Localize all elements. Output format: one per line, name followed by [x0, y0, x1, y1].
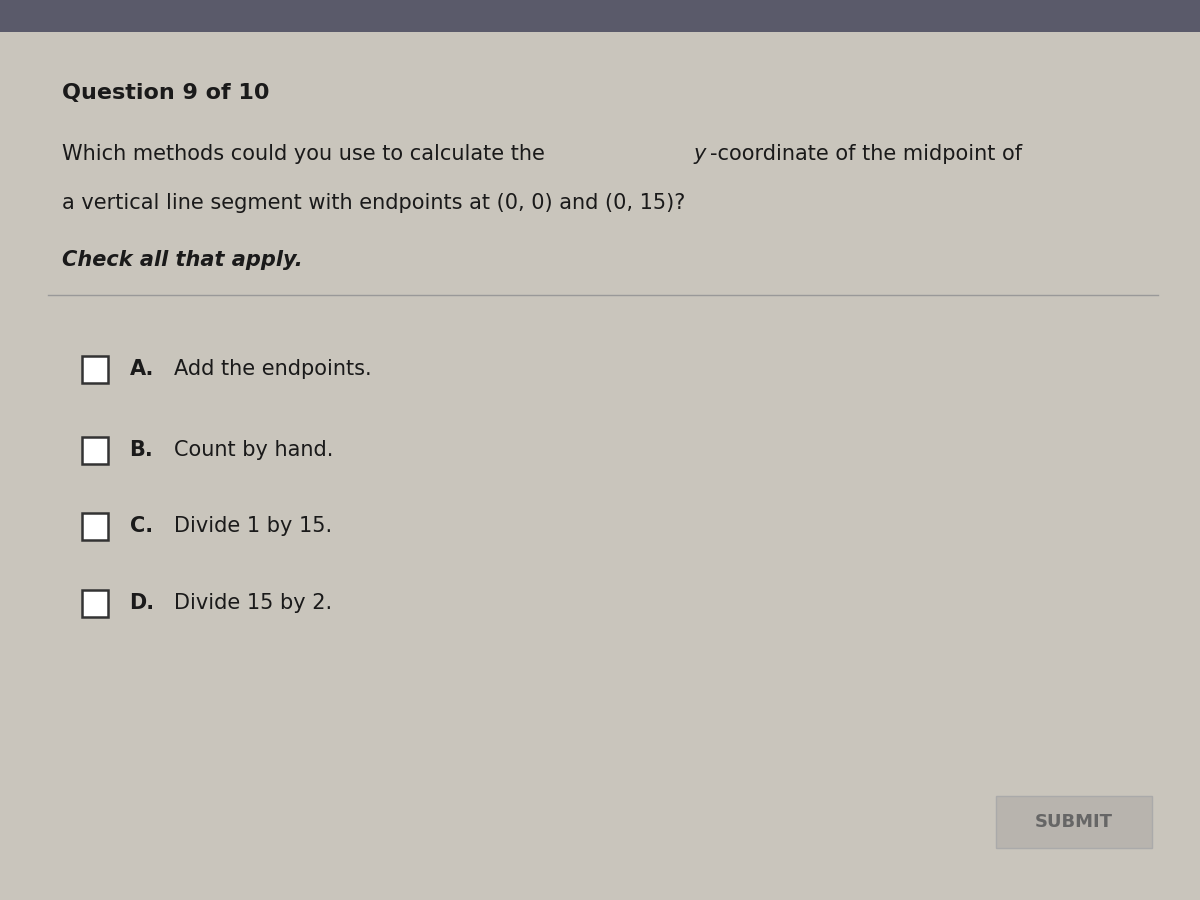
Text: -coordinate of the midpoint of: -coordinate of the midpoint of: [710, 144, 1022, 164]
Text: Question 9 of 10: Question 9 of 10: [62, 83, 270, 103]
Text: a vertical line segment with endpoints at (0, 0) and (0, 15)?: a vertical line segment with endpoints a…: [62, 193, 685, 212]
Text: Add the endpoints.: Add the endpoints.: [174, 359, 372, 379]
Text: C.: C.: [130, 517, 152, 536]
Text: y: y: [694, 144, 707, 164]
Text: Count by hand.: Count by hand.: [174, 440, 334, 460]
Text: B.: B.: [130, 440, 154, 460]
FancyBboxPatch shape: [82, 513, 108, 540]
FancyBboxPatch shape: [996, 796, 1152, 848]
FancyBboxPatch shape: [82, 590, 108, 616]
Text: Check all that apply.: Check all that apply.: [62, 250, 304, 270]
FancyBboxPatch shape: [0, 0, 1200, 32]
Text: SUBMIT: SUBMIT: [1034, 813, 1114, 831]
Text: Divide 15 by 2.: Divide 15 by 2.: [174, 593, 332, 613]
FancyBboxPatch shape: [82, 436, 108, 464]
Text: Which methods could you use to calculate the: Which methods could you use to calculate…: [62, 144, 552, 164]
Text: Divide 1 by 15.: Divide 1 by 15.: [174, 517, 332, 536]
Text: D.: D.: [130, 593, 155, 613]
FancyBboxPatch shape: [82, 356, 108, 382]
Text: A.: A.: [130, 359, 154, 379]
